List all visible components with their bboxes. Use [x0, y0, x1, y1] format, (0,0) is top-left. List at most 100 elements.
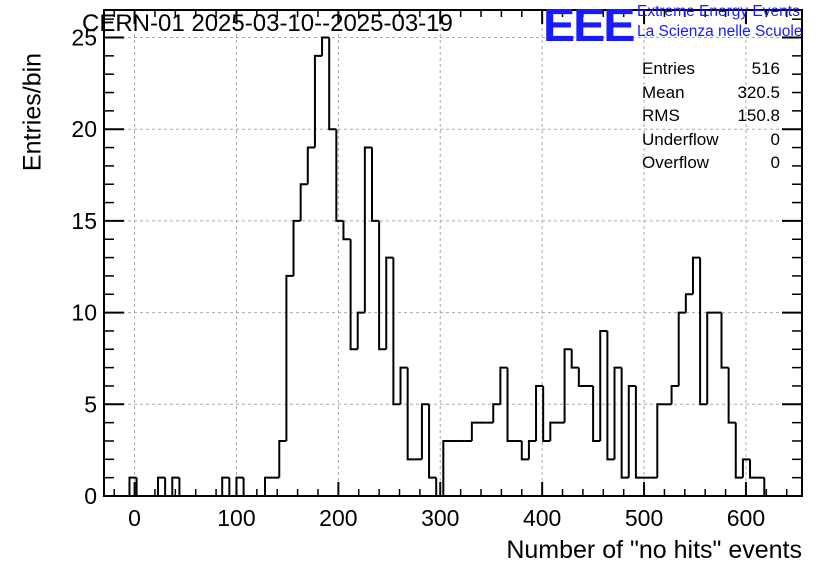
- histogram-bin: [328, 37, 337, 131]
- histogram-bin: [720, 312, 729, 369]
- histogram-bin: [520, 440, 529, 461]
- chart-title: CERN-01 2025-03-10--2025-03-19: [82, 10, 453, 37]
- y-tick-label: 0: [84, 483, 97, 509]
- histogram-bin: [349, 239, 358, 351]
- histogram-bin: [670, 384, 679, 405]
- histogram-bin: [321, 36, 330, 56]
- histogram-bin: [535, 384, 544, 441]
- stat-value: 150.8: [737, 106, 780, 125]
- stat-label: RMS: [642, 106, 680, 125]
- histogram-bin: [684, 293, 693, 313]
- histogram-bin: [734, 422, 743, 479]
- histogram-bin: [406, 367, 415, 461]
- x-tick-label: 200: [319, 505, 357, 531]
- histogram-bin: [342, 220, 351, 241]
- histogram-bin: [157, 476, 166, 496]
- y-tick-label: 25: [71, 25, 97, 51]
- histogram-bin: [128, 476, 137, 496]
- stat-value: 0: [770, 153, 780, 172]
- stat-row-mean: Mean 320.5: [642, 83, 780, 107]
- plot-frame: [103, 9, 803, 497]
- histogram-bin: [285, 274, 294, 441]
- histogram-bin: [592, 385, 601, 442]
- stat-value: 0: [770, 129, 780, 149]
- histogram-bin: [235, 476, 244, 496]
- histogram-bin: [542, 385, 551, 442]
- histogram-bin: [577, 367, 586, 387]
- stat-label: Mean: [642, 82, 685, 102]
- eee-logo-mark: EEE: [543, 0, 635, 51]
- histogram-bin: [428, 404, 437, 479]
- stat-value: 320.5: [737, 82, 780, 102]
- histogram-bin: [613, 366, 622, 460]
- stat-row-entries: Entries 516: [642, 59, 780, 83]
- x-tick-label: 300: [421, 505, 459, 531]
- axes: [103, 9, 803, 497]
- histogram-bin: [627, 384, 636, 478]
- x-axis-label: Number of "no hits" events: [506, 536, 802, 564]
- histogram-bin: [171, 476, 180, 496]
- y-tick-label: 10: [71, 300, 97, 326]
- y-tick-label: 5: [84, 391, 97, 417]
- histogram-bin: [442, 439, 451, 496]
- y-tick-label: 15: [71, 208, 97, 234]
- histogram-bin: [292, 219, 301, 276]
- histogram-bin: [278, 439, 287, 478]
- tick-labels: 0 5 10 15 20 25 0 100 200 300 400 500 600: [71, 25, 765, 531]
- histogram-bin: [741, 458, 751, 478]
- x-tick-label: 500: [625, 505, 663, 531]
- histogram-bin: [677, 311, 686, 386]
- histogram-bin: [527, 439, 537, 460]
- histogram-bin: [164, 477, 173, 497]
- stat-label: Entries: [642, 59, 695, 78]
- histogram-bin: [363, 146, 372, 313]
- stat-value: 516: [751, 59, 780, 78]
- histogram-bin: [699, 257, 708, 406]
- histogram-bin: [691, 256, 701, 295]
- histogram-bin: [706, 311, 715, 405]
- logo-line-2: La Scienza nelle Scuole: [637, 23, 803, 40]
- histogram-bin: [242, 477, 251, 497]
- stat-row-underflow: Underflow 0: [642, 130, 780, 154]
- histogram-bin: [221, 476, 230, 496]
- histogram-bin: [620, 367, 629, 479]
- stat-row-overflow: Overflow 0: [642, 153, 780, 177]
- histogram-bin: [634, 385, 644, 479]
- histogram-bin: [492, 403, 501, 423]
- histogram-bin: [356, 311, 365, 350]
- x-tick-label: 600: [727, 505, 765, 531]
- histogram-bin: [135, 477, 144, 497]
- statistics-box: Entries 516 Mean 320.5 RMS 150.8 Underfl…: [642, 59, 780, 177]
- histogram-bin: [385, 256, 394, 350]
- histogram-bin: [749, 459, 758, 479]
- histogram-bin: [599, 329, 608, 441]
- histogram-bin: [228, 477, 237, 497]
- histogram-bin: [549, 421, 558, 441]
- histogram-bin: [392, 257, 401, 406]
- x-tick-label: 0: [128, 505, 141, 531]
- histogram-bin: [370, 147, 380, 222]
- histogram-bin: [563, 348, 572, 423]
- logo-line-1: Extreme Energy Events: [637, 3, 800, 20]
- histogram-bin: [313, 54, 323, 148]
- histogram-bin: [570, 349, 579, 369]
- x-tick-label: 400: [523, 505, 561, 531]
- histogram-bin: [499, 366, 508, 405]
- histogram-bin: [656, 403, 665, 478]
- histogram-bin: [178, 477, 187, 497]
- histogram-bin: [263, 476, 273, 496]
- stat-row-rms: RMS 150.8: [642, 106, 780, 130]
- stat-label: Underflow: [642, 129, 719, 149]
- histogram-bin: [470, 421, 479, 441]
- histogram-bin: [606, 330, 615, 461]
- histogram-bin: [299, 183, 308, 221]
- x-tick-label: 100: [217, 505, 255, 531]
- histogram-bin: [506, 367, 515, 442]
- y-axis-label: Entries/bin: [18, 52, 47, 172]
- y-tick-label: 20: [71, 116, 97, 142]
- histogram-bin: [378, 220, 387, 351]
- histogram-bin: [420, 403, 430, 460]
- histogram-bin: [727, 367, 736, 424]
- histogram-bin: [306, 146, 315, 185]
